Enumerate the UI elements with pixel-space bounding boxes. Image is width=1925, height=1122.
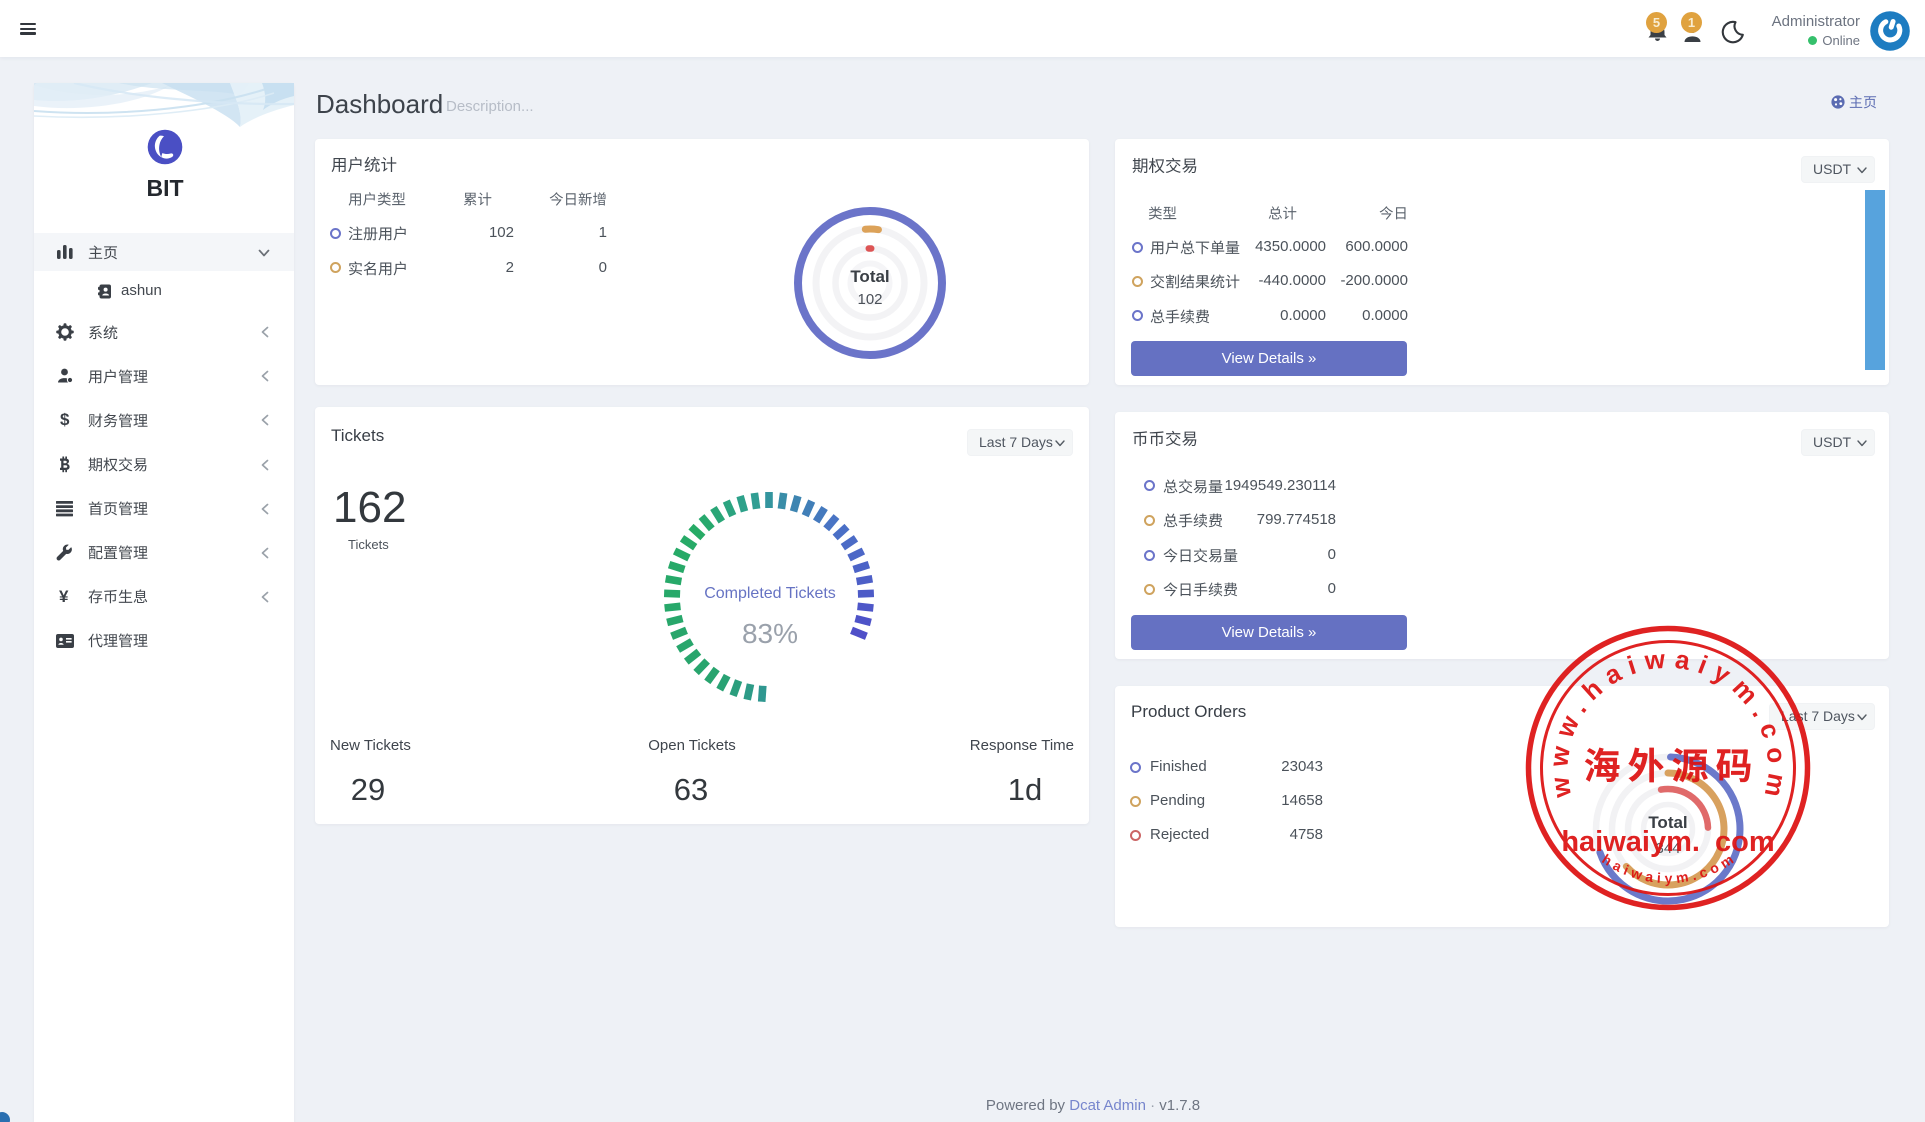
svg-text:haiwaiym. com: haiwaiym. com: [1561, 826, 1774, 858]
svg-text:www.haiwaiym.com: www.haiwaiym.com: [1543, 643, 1793, 807]
